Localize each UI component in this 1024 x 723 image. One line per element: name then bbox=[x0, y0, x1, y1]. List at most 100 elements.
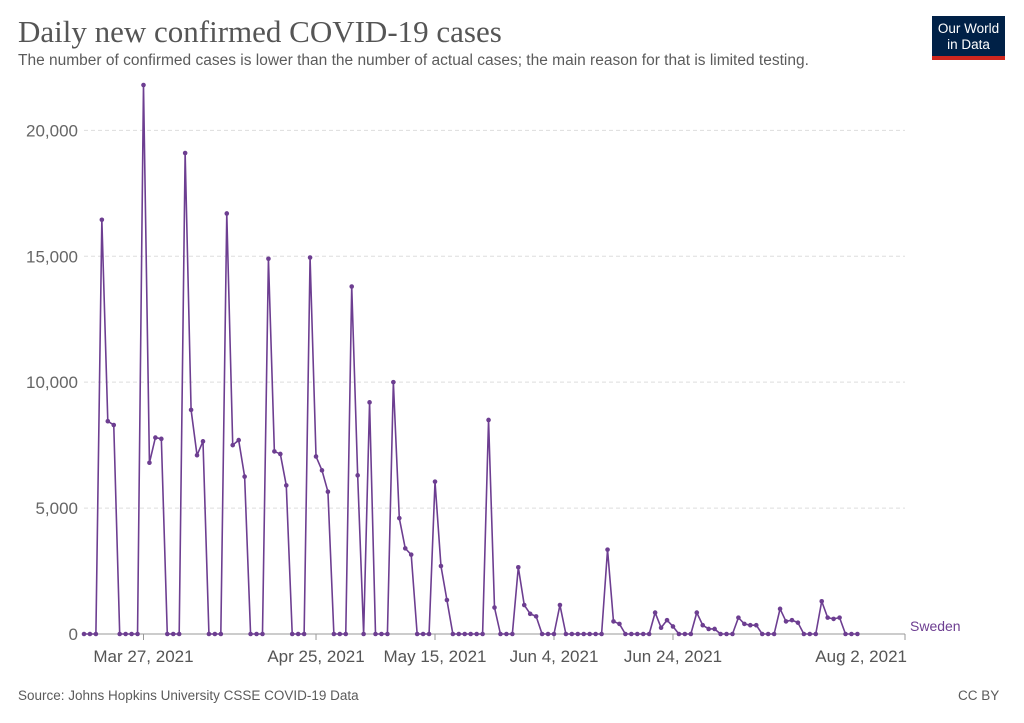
data-point bbox=[634, 631, 640, 637]
license-link[interactable]: CC BY bbox=[958, 688, 1000, 703]
data-point bbox=[557, 602, 563, 608]
data-point bbox=[849, 631, 854, 637]
data-point bbox=[307, 255, 313, 260]
chart-gridlines bbox=[84, 129, 905, 509]
data-point bbox=[783, 619, 789, 624]
data-point bbox=[712, 626, 717, 632]
data-point bbox=[617, 621, 622, 627]
data-point bbox=[629, 631, 634, 637]
data-point bbox=[147, 460, 152, 466]
data-point bbox=[789, 617, 795, 623]
data-point bbox=[611, 619, 616, 624]
data-point bbox=[813, 631, 819, 637]
data-point bbox=[105, 418, 111, 424]
data-point bbox=[224, 211, 230, 216]
data-point bbox=[575, 631, 581, 637]
data-point bbox=[141, 82, 146, 88]
data-point bbox=[194, 452, 200, 458]
data-point bbox=[414, 631, 420, 637]
data-point bbox=[837, 615, 842, 620]
logo-line-2: in Data bbox=[947, 37, 990, 52]
data-point bbox=[468, 631, 474, 637]
data-point bbox=[176, 631, 182, 637]
data-point bbox=[337, 631, 343, 637]
data-point bbox=[117, 631, 122, 637]
data-point bbox=[444, 597, 450, 603]
x-tick-label: May 15, 2021 bbox=[383, 647, 486, 666]
data-point bbox=[521, 602, 527, 608]
data-point bbox=[278, 451, 283, 457]
data-point bbox=[200, 439, 206, 444]
data-point bbox=[640, 631, 646, 637]
data-point bbox=[480, 631, 485, 637]
data-point bbox=[819, 598, 825, 604]
data-point bbox=[855, 631, 860, 637]
data-point bbox=[367, 400, 372, 405]
data-point bbox=[153, 435, 158, 440]
data-point bbox=[236, 437, 241, 443]
data-point bbox=[843, 631, 848, 637]
data-point bbox=[248, 631, 253, 637]
data-point bbox=[694, 610, 700, 615]
data-point bbox=[188, 407, 194, 413]
data-point bbox=[605, 547, 610, 552]
data-point bbox=[355, 473, 360, 478]
data-point bbox=[569, 631, 575, 637]
x-tick-label: Jun 24, 2021 bbox=[624, 647, 722, 666]
data-point bbox=[93, 631, 99, 637]
data-point bbox=[450, 631, 456, 637]
data-point bbox=[385, 631, 390, 637]
data-point bbox=[325, 489, 331, 495]
data-point bbox=[742, 621, 747, 627]
data-point bbox=[99, 217, 105, 223]
data-point bbox=[510, 631, 515, 637]
data-point bbox=[123, 631, 128, 637]
data-point bbox=[301, 631, 307, 637]
data-point bbox=[599, 631, 604, 637]
data-point bbox=[182, 150, 188, 156]
data-point bbox=[206, 631, 212, 637]
data-point bbox=[676, 631, 682, 637]
data-point bbox=[129, 631, 134, 637]
data-point bbox=[492, 605, 497, 610]
data-point bbox=[272, 449, 277, 454]
data-point bbox=[533, 614, 539, 619]
data-point bbox=[795, 620, 801, 625]
y-tick-label: 15,000 bbox=[26, 247, 78, 266]
data-point bbox=[688, 631, 694, 637]
data-point bbox=[361, 631, 366, 637]
data-point bbox=[397, 515, 402, 521]
data-point bbox=[87, 631, 93, 637]
data-point bbox=[545, 631, 551, 637]
data-point bbox=[426, 631, 432, 637]
data-point bbox=[759, 631, 765, 637]
x-tick-label: Aug 2, 2021 bbox=[815, 647, 907, 666]
owid-logo[interactable]: Our World in Data bbox=[932, 16, 1005, 60]
data-point bbox=[682, 631, 688, 637]
series-label: Sweden bbox=[910, 618, 961, 634]
data-point bbox=[391, 379, 396, 385]
line-chart: 0 5,000 10,000 15,000 20,000 Mar 27, 2021 Apr… bbox=[26, 82, 961, 666]
data-point bbox=[593, 631, 598, 637]
data-point bbox=[402, 546, 408, 551]
data-point bbox=[807, 631, 813, 637]
data-point bbox=[81, 631, 87, 637]
data-point bbox=[420, 631, 426, 637]
x-tick-label: Jun 4, 2021 bbox=[510, 647, 599, 666]
data-point bbox=[623, 631, 628, 637]
data-point bbox=[498, 631, 503, 637]
data-point bbox=[486, 417, 491, 423]
chart-title: Daily new confirmed COVID-19 cases bbox=[18, 14, 502, 49]
data-point bbox=[753, 622, 759, 628]
data-point bbox=[438, 563, 444, 569]
data-point bbox=[527, 611, 533, 617]
data-point bbox=[230, 442, 236, 448]
data-point bbox=[516, 564, 521, 570]
data-point bbox=[765, 631, 771, 637]
data-point bbox=[777, 606, 783, 612]
data-point bbox=[159, 436, 164, 442]
data-point bbox=[254, 631, 259, 637]
data-point bbox=[218, 631, 224, 637]
data-point bbox=[313, 454, 319, 459]
data-point bbox=[343, 631, 349, 637]
